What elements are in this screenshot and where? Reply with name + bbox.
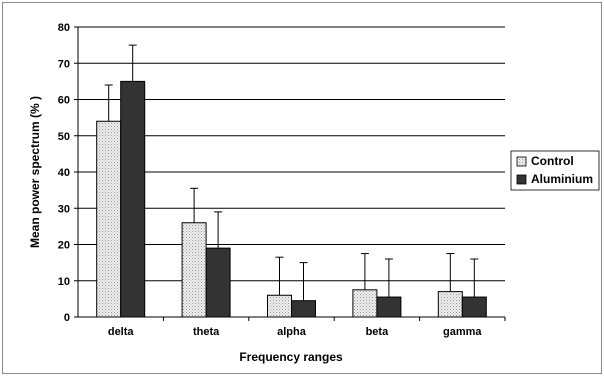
bar-aluminium-theta — [205, 247, 231, 318]
y-tick-label: 30 — [58, 203, 70, 215]
x-axis-title: Frequency ranges — [239, 350, 343, 364]
x-tick-labels: delta theta alpha beta gamma — [108, 317, 506, 338]
legend: Control Aluminium — [510, 150, 600, 191]
x-tick-label-theta: theta — [193, 326, 220, 338]
legend-label-control: Control — [531, 154, 574, 168]
error-bars — [104, 44, 479, 301]
y-tick-label: 10 — [58, 276, 70, 288]
x-tick-label-beta: beta — [366, 326, 390, 338]
bars — [96, 80, 487, 318]
y-tick-label: 50 — [58, 131, 70, 143]
bar-aluminium-beta — [376, 296, 402, 318]
gridlines — [78, 26, 505, 282]
legend-swatch-control — [516, 156, 527, 167]
bar-control-theta — [181, 222, 207, 318]
bar-aluminium-gamma — [461, 296, 487, 318]
y-tick-label: 70 — [58, 58, 70, 70]
y-tick-label: 40 — [58, 167, 70, 179]
bar-control-delta — [96, 120, 122, 318]
bar-control-gamma — [437, 291, 463, 318]
legend-swatch-aluminium — [516, 174, 527, 185]
y-tick-label: 20 — [58, 240, 70, 252]
y-tick-labels: 0 10 20 30 40 50 60 70 80 — [58, 22, 78, 324]
legend-label-aluminium: Aluminium — [531, 172, 593, 186]
y-tick-label: 0 — [64, 312, 70, 324]
x-tick-label-alpha: alpha — [277, 326, 307, 338]
y-axis-title: Mean power spectrum (% ) — [28, 96, 42, 248]
bar-aluminium-alpha — [291, 300, 316, 318]
x-tick-label-gamma: gamma — [443, 326, 482, 338]
x-tick-label-delta: delta — [108, 326, 135, 338]
bar-aluminium-delta — [120, 80, 146, 318]
y-tick-label: 60 — [58, 95, 70, 107]
bar-control-beta — [352, 289, 378, 318]
bar-control-alpha — [267, 294, 292, 318]
y-tick-label: 80 — [58, 22, 70, 34]
